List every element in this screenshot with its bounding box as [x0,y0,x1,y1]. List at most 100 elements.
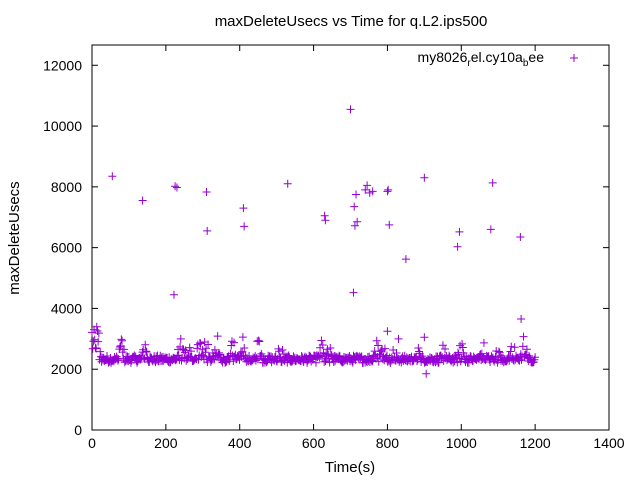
data-point-outlier [353,217,362,226]
data-point-outlier [401,255,410,264]
data-point [455,353,464,362]
data-point-outlier [455,227,464,236]
data-point [392,349,401,358]
data-point-outlier [349,288,358,297]
data-point-outlier [169,290,178,299]
data-point-outlier [422,369,431,378]
data-point [477,349,486,358]
data-point-outlier [138,196,147,205]
x-tick-label: 400 [228,435,252,451]
data-point-outlier [517,315,526,324]
data-point [514,354,523,363]
data-point [519,332,528,341]
data-point [141,347,150,356]
data-point [139,354,148,363]
data-point [237,352,246,361]
data-point [380,344,389,353]
data-point [374,341,383,350]
data-point [210,345,219,354]
data-point-outlier [172,183,181,192]
data-point [311,358,320,367]
x-axis: 0 200 400 600 800 1000 1200 1400 [88,45,625,451]
y-axis: 0 2000 4000 6000 8000 10000 12000 [43,57,609,438]
plot-frame [91,44,610,431]
data-point [476,350,485,359]
data-point [326,343,335,352]
data-point-outlier [240,222,249,231]
chart-title: maxDeleteUsecs vs Time for q.L2.ips500 [215,13,488,30]
data-point [201,348,210,357]
data-point [176,334,185,343]
data-point [173,352,182,361]
data-point [92,322,101,331]
x-tick-label: 0 [88,435,96,451]
data-point-outlier [368,187,377,196]
data-point-outlier [383,327,392,336]
data-point [90,335,99,344]
data-point [317,336,326,345]
data-point [348,357,357,366]
data-point [252,354,261,363]
data-point [458,339,467,348]
data-point-outlier [202,188,211,197]
data-point [92,344,101,353]
data-point-outlier [283,179,292,188]
data-point [503,356,512,365]
data-point [438,341,447,350]
data-point [180,348,189,357]
legend: my8026rel.cy10abee [418,49,578,69]
data-point [284,351,293,360]
data-point [495,348,504,357]
data-point [206,354,215,363]
data-point [414,344,423,353]
legend-label: my8026rel.cy10abee [418,49,545,69]
data-point [96,347,105,356]
data-point [240,343,249,352]
x-tick-label: 1200 [520,435,551,451]
data-point-outlier [350,202,359,211]
data-point [275,347,284,356]
data-point-outlier [346,105,355,114]
data-point [289,352,298,361]
y-tick-label: 6000 [51,240,82,256]
x-tick-label: 600 [302,435,326,451]
data-point-outlier [383,187,392,196]
data-point [313,353,322,362]
data-point [278,345,287,354]
data-point-outlier [420,173,429,182]
y-tick-label: 2000 [51,361,82,377]
data-point [510,343,519,352]
y-tick-label: 8000 [51,179,82,195]
data-point [133,358,142,367]
data-point-outlier [320,211,329,220]
data-point [335,352,344,361]
data-point-outlier [516,232,525,241]
data-point [181,346,190,355]
data-point [213,332,222,341]
data-point [226,349,235,358]
data-point-outlier [203,226,212,235]
data-point-outlier [394,334,403,343]
data-point [199,351,208,360]
data-point [522,345,531,354]
data-point [215,350,224,359]
data-point [458,343,467,352]
data-point [221,358,230,367]
data-point [113,356,122,365]
data-point [377,346,386,355]
data-point [94,329,103,338]
data-point-outlier [453,242,462,251]
data-point [531,353,540,362]
data-point [521,350,530,359]
data-point [432,357,441,366]
data-point [453,358,462,367]
data-point-outlier [486,225,495,234]
data-point [441,344,450,353]
data-point [142,348,151,357]
data-point [115,343,124,352]
data-point [230,338,239,347]
data-point-outlier [385,220,394,229]
x-axis-label: Time(s) [325,459,375,476]
data-point [318,341,327,350]
data-point [215,348,224,357]
